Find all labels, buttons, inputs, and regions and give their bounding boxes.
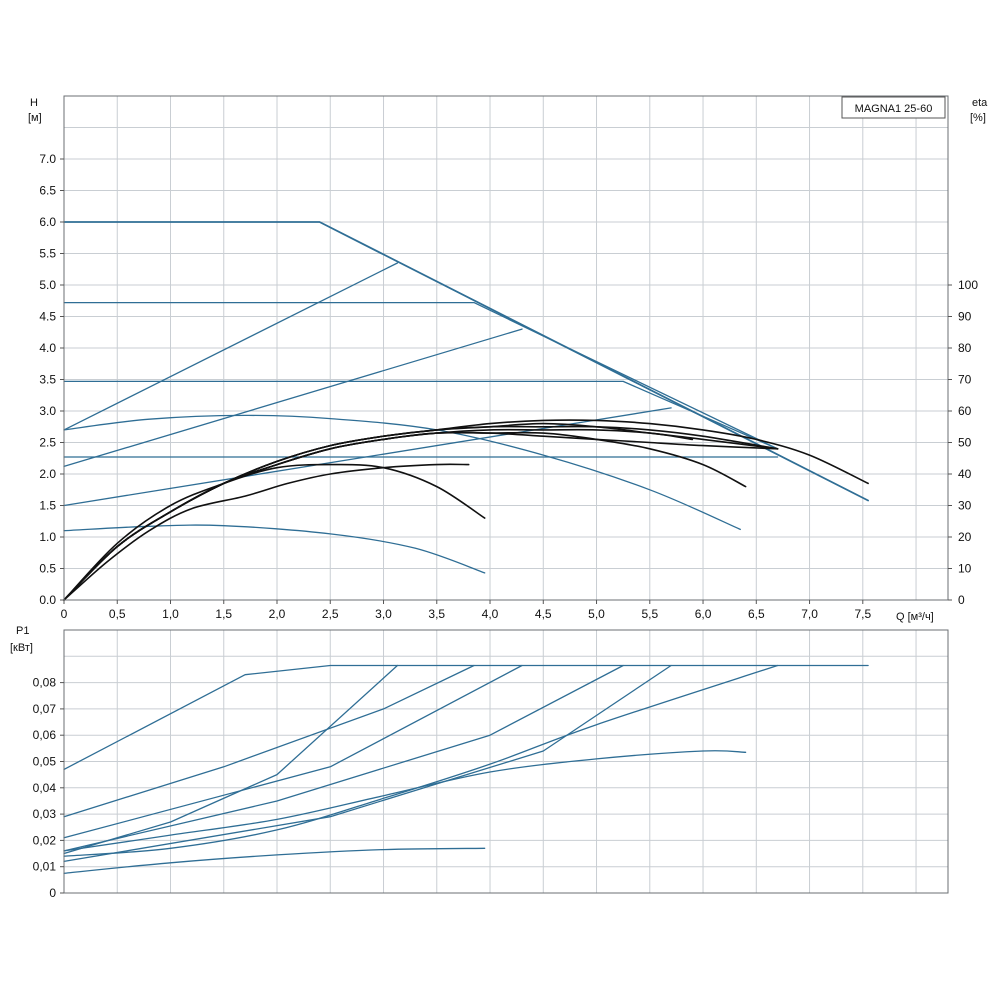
head-tick-label: 1.0 xyxy=(39,530,56,544)
power-tick-label: 0,05 xyxy=(33,755,57,769)
power-axis-symbol: P1 xyxy=(16,625,29,637)
flow-tick-label: 6,0 xyxy=(695,607,712,621)
head-curve xyxy=(63,301,779,450)
head-tick-label: 5.0 xyxy=(39,278,56,292)
power-curve xyxy=(63,664,869,771)
efficiency-curve xyxy=(63,463,470,601)
efficiency-curve xyxy=(63,463,486,601)
power-tick-label: 0,02 xyxy=(33,833,57,847)
head-tick-label: 7.0 xyxy=(39,152,56,166)
efficiency-tick-label: 50 xyxy=(958,436,972,450)
flow-tick-label: 3,5 xyxy=(428,607,445,621)
head-axis-symbol: H xyxy=(30,97,38,109)
power-curve xyxy=(63,664,672,863)
head-tick-label: 2.5 xyxy=(39,436,56,450)
efficiency-curve xyxy=(63,431,779,601)
efficiency-tick-label: 0 xyxy=(958,593,965,607)
flow-tick-label: 0 xyxy=(61,607,68,621)
head-curve xyxy=(63,262,399,431)
head-tick-label: 1.5 xyxy=(39,499,56,513)
head-curve xyxy=(63,414,741,531)
flow-tick-label: 4,0 xyxy=(482,607,499,621)
power-curve xyxy=(63,664,523,839)
frame-layer xyxy=(60,95,952,894)
efficiency-tick-label: 40 xyxy=(958,467,972,481)
flow-tick-label: 1,5 xyxy=(215,607,232,621)
power-curve xyxy=(63,847,486,874)
flow-tick-label: 5,5 xyxy=(641,607,658,621)
label-layer: H [м] eta [%] Q [м³/ч] P1 [кВт] MAGNA1 2… xyxy=(10,96,988,900)
flow-tick-label: 1,0 xyxy=(162,607,179,621)
efficiency-tick-label: 100 xyxy=(958,278,978,292)
efficiency-tick-label: 60 xyxy=(958,404,972,418)
efficiency-tick-label: 90 xyxy=(958,310,972,324)
head-tick-label: 4.0 xyxy=(39,341,56,355)
head-tick-label: 6.5 xyxy=(39,184,56,198)
power-tick-label: 0,07 xyxy=(33,702,57,716)
power-tick-label: 0,06 xyxy=(33,728,57,742)
efficiency-curve xyxy=(63,431,747,601)
power-curve xyxy=(63,750,747,852)
power-tick-label: 0,03 xyxy=(33,807,57,821)
efficiency-tick-label: 30 xyxy=(958,499,972,513)
head-tick-label: 4.5 xyxy=(39,310,56,324)
power-curve xyxy=(63,664,475,818)
flow-tick-label: 2,5 xyxy=(322,607,339,621)
power-axis-unit: [кВт] xyxy=(10,642,33,654)
head-curve xyxy=(63,328,523,468)
model-label: MAGNA1 25-60 xyxy=(855,103,933,115)
power-tick-label: 0 xyxy=(49,886,56,900)
power-curve xyxy=(63,664,624,852)
power-curve xyxy=(63,664,779,857)
head-tick-label: 2.0 xyxy=(39,467,56,481)
power-tick-label: 0,04 xyxy=(33,781,57,795)
flow-tick-label: 2,0 xyxy=(269,607,286,621)
head-tick-label: 5.5 xyxy=(39,247,56,261)
head-tick-label: 0.0 xyxy=(39,593,56,607)
flow-tick-label: 5,0 xyxy=(588,607,605,621)
efficiency-curve xyxy=(63,425,779,601)
curve-layer xyxy=(63,221,869,874)
efficiency-tick-label: 80 xyxy=(958,341,972,355)
flow-tick-label: 7,5 xyxy=(854,607,871,621)
head-curve xyxy=(63,524,486,574)
model-label-box xyxy=(841,96,946,119)
head-tick-label: 0.5 xyxy=(39,562,56,576)
flow-axis-label: Q [м³/ч] xyxy=(896,611,934,623)
head-tick-label: 6.0 xyxy=(39,215,56,229)
head-tick-label: 3.0 xyxy=(39,404,56,418)
head-tick-label: 3.5 xyxy=(39,373,56,387)
efficiency-tick-label: 20 xyxy=(958,530,972,544)
head-curve xyxy=(63,221,869,502)
power-tick-label: 0,01 xyxy=(33,860,57,874)
power-tick-label: 0,08 xyxy=(33,676,57,690)
head-axis-unit: [м] xyxy=(28,112,42,124)
flow-tick-label: 7,0 xyxy=(801,607,818,621)
flow-tick-label: 6,5 xyxy=(748,607,765,621)
head-curve xyxy=(63,380,779,450)
efficiency-axis-unit: [%] xyxy=(970,112,986,124)
flow-tick-label: 3,0 xyxy=(375,607,392,621)
flow-tick-label: 4,5 xyxy=(535,607,552,621)
efficiency-axis-symbol: eta xyxy=(972,97,988,109)
efficiency-tick-label: 70 xyxy=(958,373,972,387)
efficiency-tick-label: 10 xyxy=(958,562,972,576)
flow-tick-label: 0,5 xyxy=(109,607,126,621)
power-curve xyxy=(63,664,399,855)
grid-layer xyxy=(64,95,948,893)
